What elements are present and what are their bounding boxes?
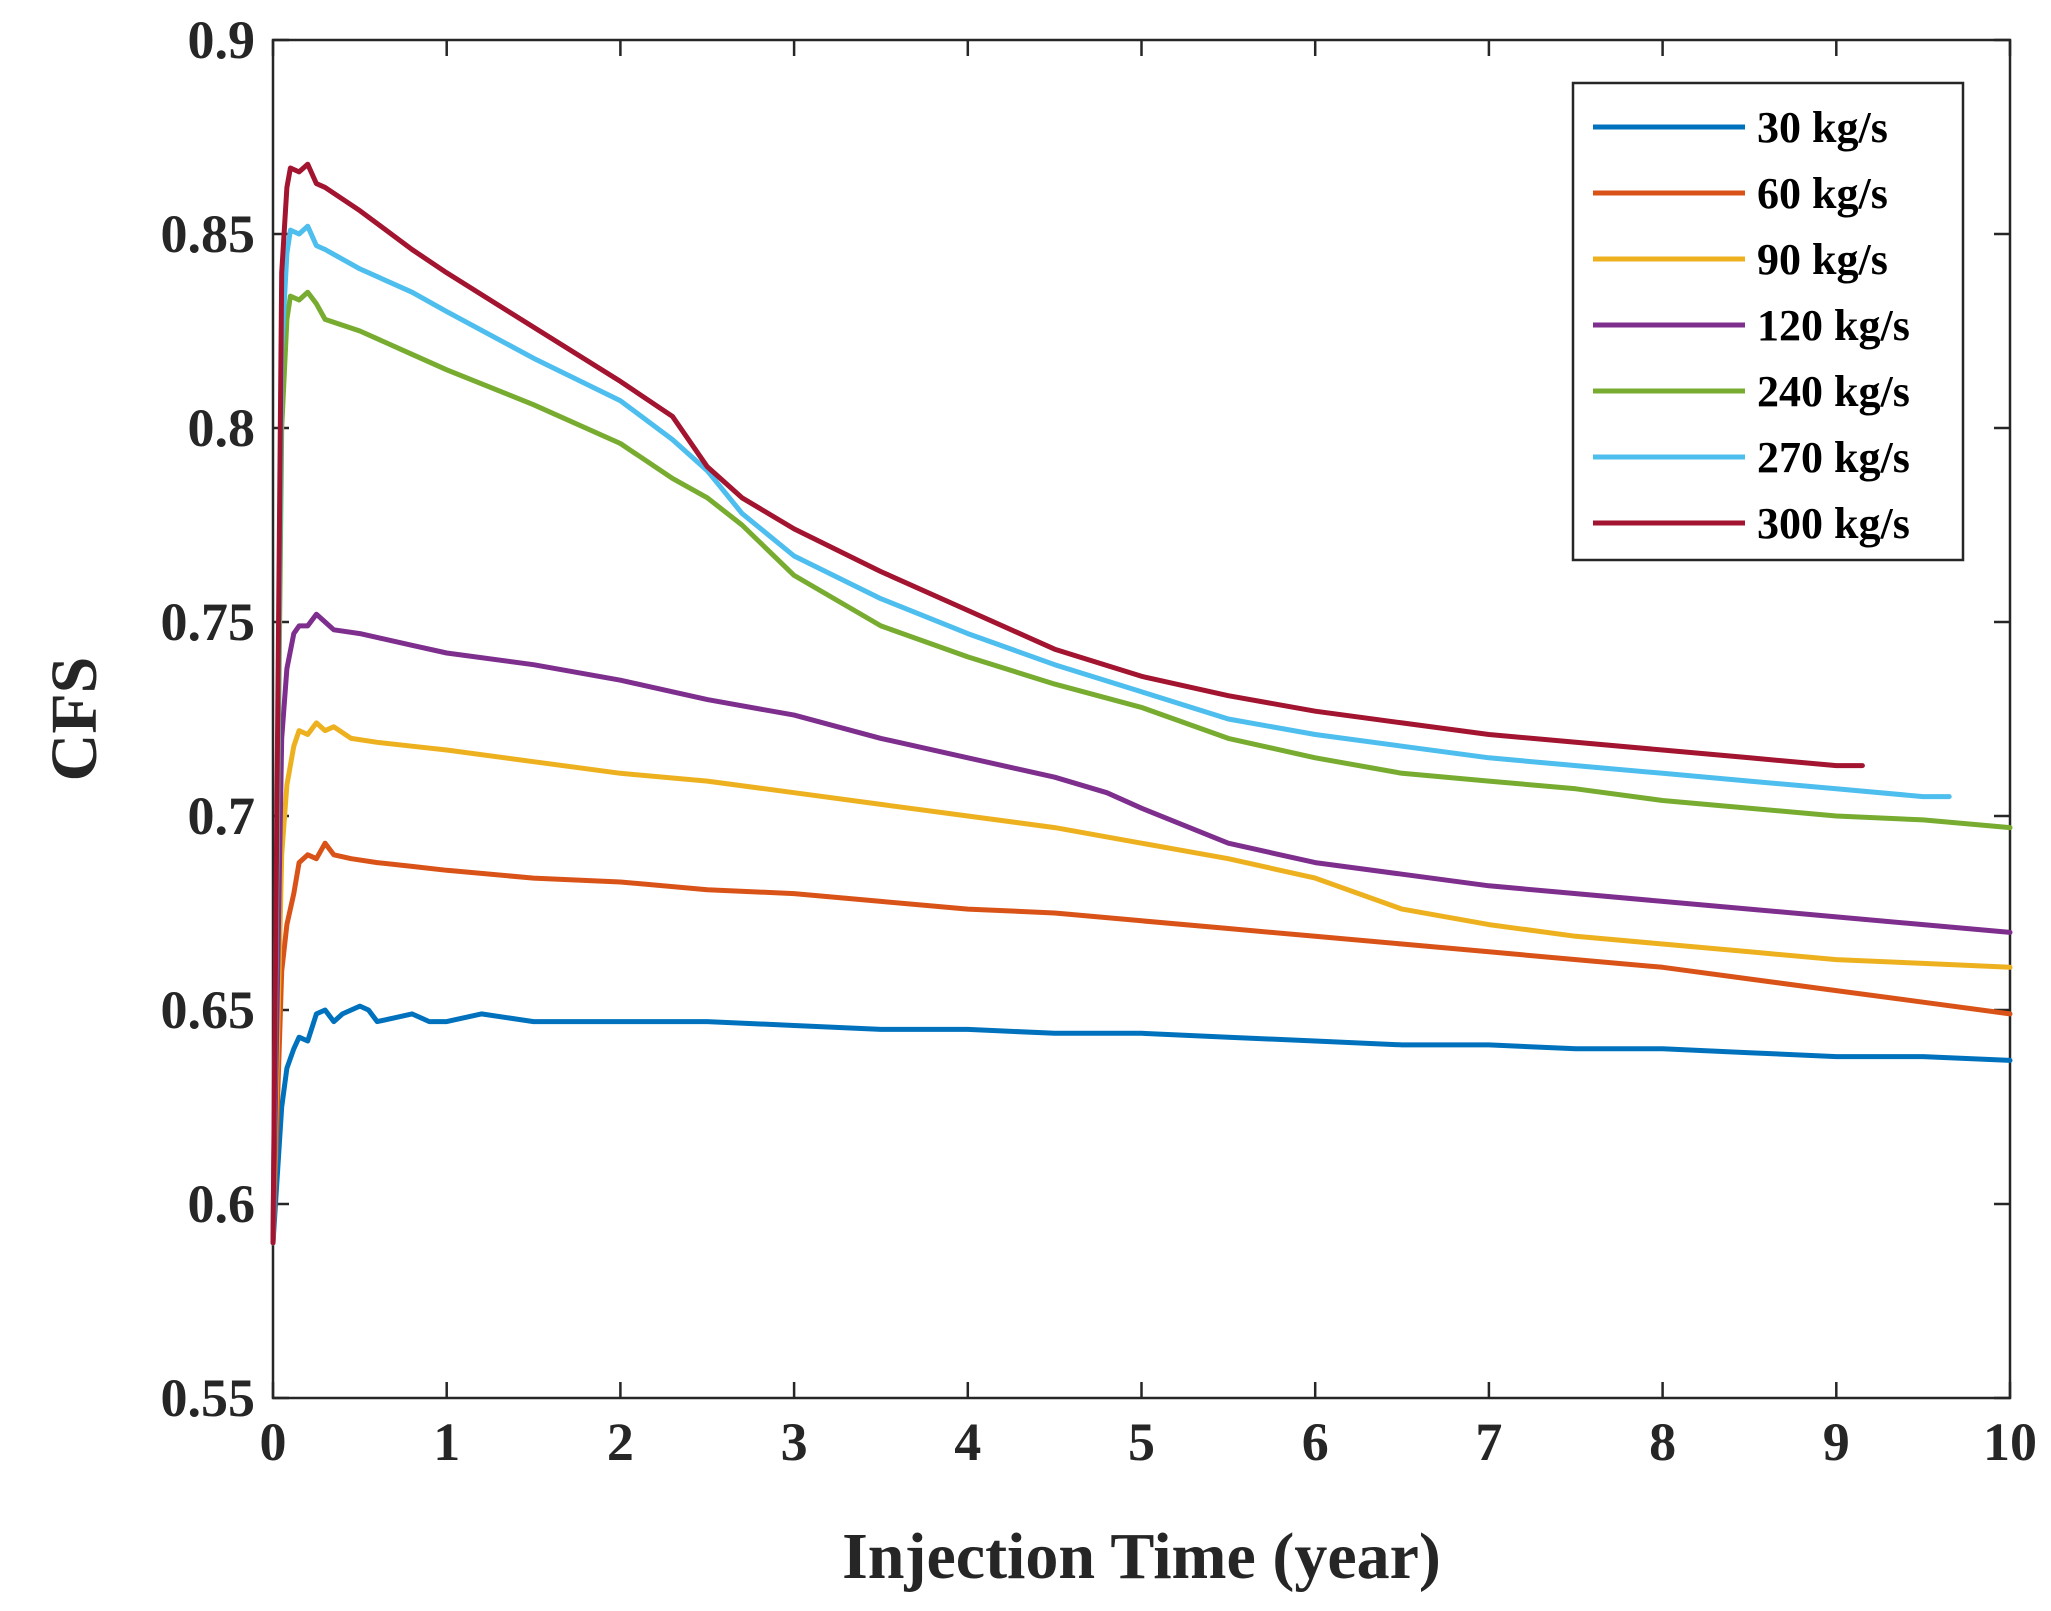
x-tick-label: 4 (954, 1412, 981, 1472)
x-tick-label: 1 (433, 1412, 460, 1472)
legend-box (1571, 81, 1965, 562)
x-tick-label: 8 (1649, 1412, 1676, 1472)
legend-label-1: 60 kg/s (1757, 169, 1888, 218)
x-axis-title: Injection Time (year) (842, 1520, 1441, 1593)
legend-label-0: 30 kg/s (1757, 103, 1888, 152)
x-tick-label: 6 (1302, 1412, 1329, 1472)
x-tick-label: 2 (607, 1412, 634, 1472)
x-tick-label: 0 (260, 1412, 287, 1472)
series-line-3 (270, 611, 2013, 1246)
y-tick-label: 0.9 (188, 10, 256, 70)
legend: 30 kg/s 60 kg/s 90 kg/s 120 kg/s 240 kg/s 270… (1571, 81, 1965, 562)
legend-label-2: 90 kg/s (1757, 235, 1888, 284)
y-axis-title: CFS (38, 657, 111, 782)
x-tick-label: 5 (1128, 1412, 1155, 1472)
y-tick-label: 0.65 (161, 980, 256, 1040)
series-line-5 (270, 223, 1952, 1246)
y-tick-label: 0.7 (188, 786, 256, 846)
x-tick-label: 7 (1475, 1412, 1502, 1472)
x-tick-label: 9 (1823, 1412, 1850, 1472)
y-tick-label: 0.6 (188, 1174, 256, 1234)
series-line-0 (270, 1003, 2013, 1246)
legend-label-4: 240 kg/s (1757, 367, 1910, 416)
y-tick-label: 0.75 (161, 592, 256, 652)
x-tick-label: 10 (1983, 1412, 2037, 1472)
legend-label-6: 300 kg/s (1757, 499, 1910, 548)
legend-label-5: 270 kg/s (1757, 433, 1910, 482)
series-line-6 (270, 161, 1865, 1246)
ticks-group: 0 1 2 3 4 5 6 7 8 9 10 0.55 0.6 0.65 0.7 0.75 0.8 0.85 0.9 (161, 10, 2038, 1472)
series-line-1 (270, 840, 2013, 1246)
series-group (270, 161, 2013, 1246)
y-tick-label: 0.85 (161, 204, 256, 264)
series-line-4 (270, 289, 2013, 1246)
series-line-2 (270, 720, 2013, 1246)
y-tick-label: 0.55 (161, 1368, 256, 1428)
x-tick-label: 3 (781, 1412, 808, 1472)
legend-label-3: 120 kg/s (1757, 301, 1910, 350)
y-tick-label: 0.8 (188, 398, 256, 458)
